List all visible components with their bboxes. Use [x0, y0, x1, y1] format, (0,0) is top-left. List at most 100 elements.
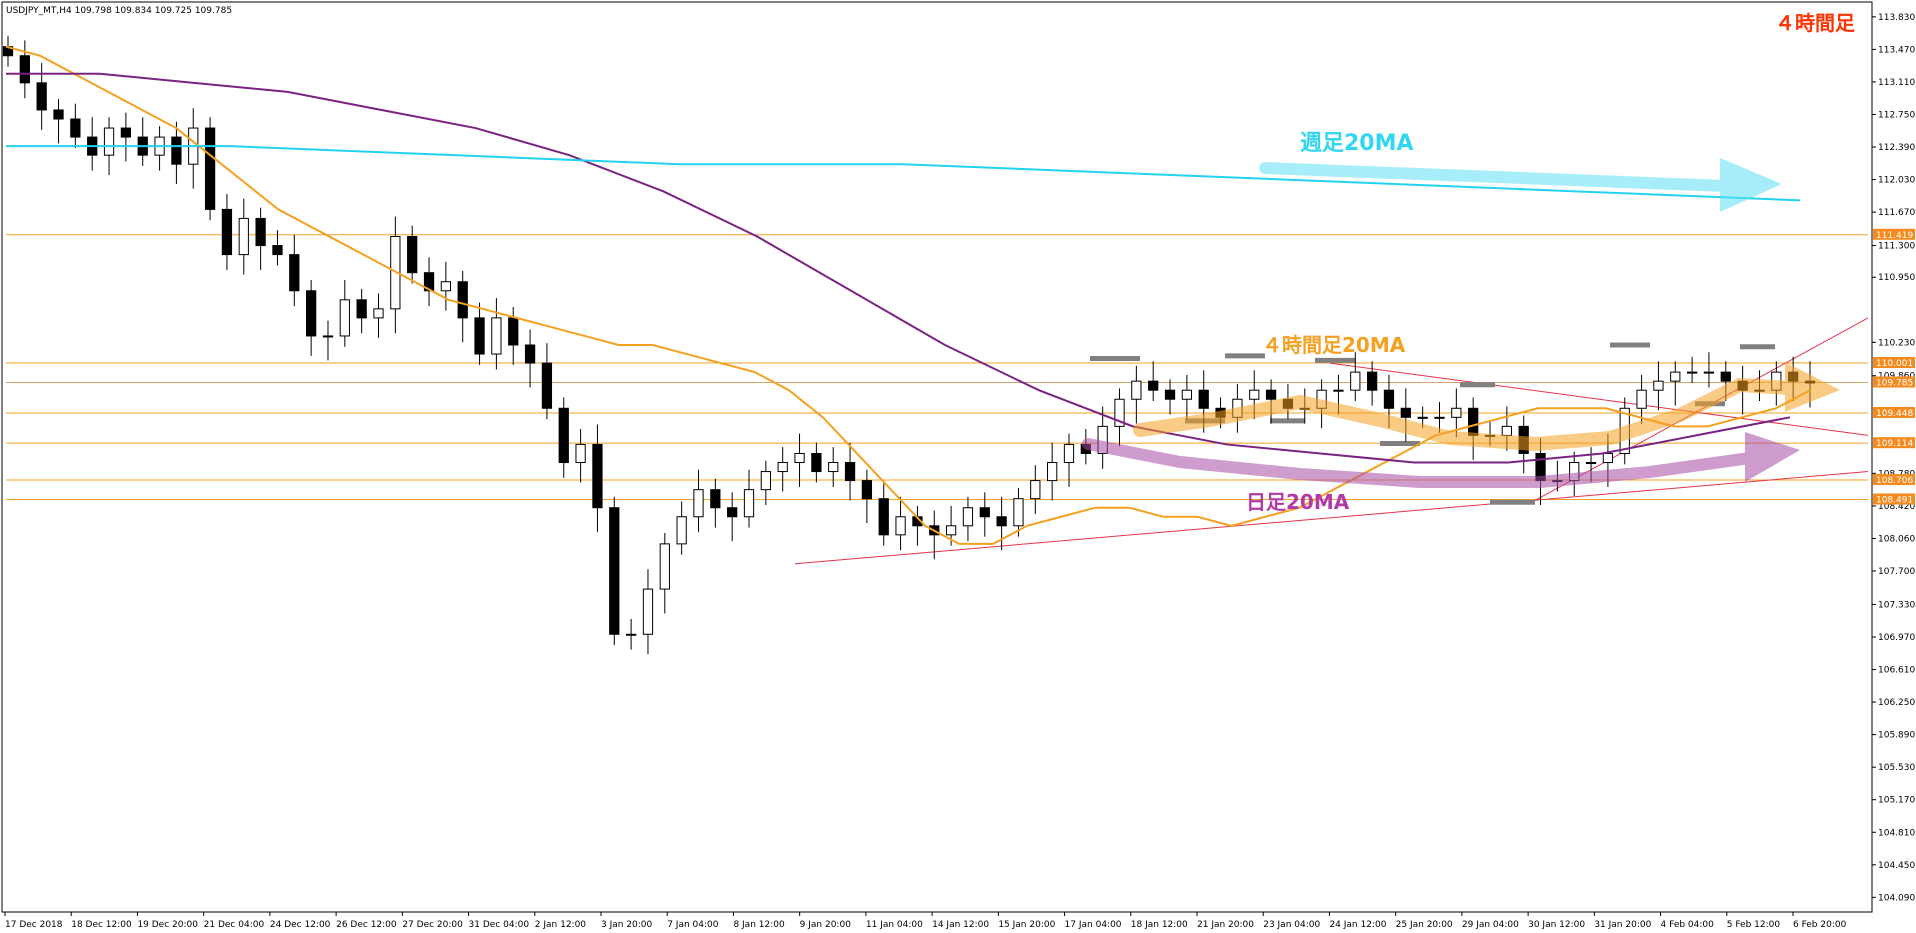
candle: [1670, 361, 1681, 406]
candle: [1131, 365, 1142, 424]
candle-body: [1047, 462, 1058, 482]
y-tick-label: 108.420: [1878, 502, 1915, 512]
y-tick-label: 110.950: [1878, 273, 1915, 283]
y-tick-label: 113.830: [1878, 13, 1915, 23]
x-tick-label: 11 Jan 04:00: [866, 920, 923, 930]
candle: [491, 297, 502, 370]
candle-body: [1417, 416, 1428, 419]
candle: [53, 99, 64, 144]
x-tick-label: 18 Dec 12:00: [71, 920, 132, 930]
candle-body: [289, 254, 300, 292]
y-tick-label: 107.700: [1878, 567, 1915, 577]
candle-body: [760, 471, 771, 491]
candle: [1703, 352, 1715, 388]
x-tick-label: 29 Jan 04:00: [1462, 920, 1519, 930]
candle-body: [457, 281, 468, 319]
candle: [306, 279, 317, 356]
y-tick-label: 105.530: [1878, 763, 1915, 773]
x-tick-label: 2 Jan 12:00: [535, 920, 587, 930]
candle: [1013, 487, 1024, 537]
candle-body: [1585, 462, 1597, 465]
moving-average-line: [6, 72, 1791, 464]
candle: [811, 442, 822, 483]
candle: [289, 234, 300, 307]
trend-arrow-shaft: [1133, 378, 1797, 451]
y-tick-label: 111.670: [1878, 208, 1915, 218]
y-tick-label: 111.300: [1878, 242, 1915, 252]
candle: [1047, 442, 1058, 501]
candle: [1686, 356, 1698, 383]
price-badge-label: 108.491: [1876, 495, 1913, 505]
candle: [828, 447, 839, 487]
trend-arrow-head: [1720, 158, 1782, 212]
price-badge-bg: [1873, 228, 1915, 240]
candle: [407, 225, 418, 284]
candle-body: [1434, 416, 1445, 419]
price-badge: 110.001: [1873, 356, 1915, 369]
candle: [777, 447, 788, 492]
candle-body: [221, 208, 233, 256]
trend-arrow-head: [1785, 362, 1840, 412]
candle-body: [558, 407, 569, 464]
candle: [356, 288, 367, 334]
candle: [1063, 433, 1075, 487]
candle-body: [306, 290, 317, 337]
candle-body: [474, 317, 485, 355]
candle-body: [53, 109, 64, 120]
price-badge: 109.785: [1873, 376, 1915, 389]
y-tick-label: 104.450: [1878, 861, 1915, 871]
candle-body: [508, 317, 519, 346]
price-badge: 108.491: [1873, 493, 1915, 505]
candle: [440, 261, 452, 311]
candle: [1636, 374, 1647, 424]
candle: [1164, 379, 1176, 415]
x-tick-label: 18 Jan 12:00: [1131, 920, 1188, 930]
candle-body: [491, 317, 502, 355]
y-tick-label: 107.330: [1878, 600, 1915, 610]
x-tick-label: 27 Dec 20:00: [402, 920, 463, 930]
candle: [474, 302, 485, 365]
y-tick-label: 105.890: [1878, 731, 1915, 741]
x-tick-label: 4 Feb 04:00: [1661, 920, 1715, 930]
candle-body: [777, 462, 788, 473]
candle: [592, 424, 603, 533]
candle-body: [1249, 389, 1260, 400]
candle-body: [575, 443, 586, 464]
candle-body: [120, 127, 132, 138]
candle: [727, 492, 738, 542]
candle: [70, 103, 81, 148]
candle-body: [1451, 407, 1462, 418]
moving-average-line: [6, 145, 1801, 202]
price-badge-label: 109.785: [1876, 379, 1913, 389]
candle-body: [727, 507, 738, 518]
candle-body: [204, 127, 216, 210]
candle-body: [1350, 371, 1361, 391]
candle-body: [423, 272, 435, 292]
candle: [760, 460, 771, 506]
candle: [979, 492, 990, 537]
candle-body: [440, 281, 452, 292]
price-badge-bg: [1873, 406, 1915, 418]
candle-body: [373, 308, 384, 319]
candle: [794, 433, 805, 487]
price-badge: 109.448: [1873, 406, 1915, 419]
y-tick-label: 112.390: [1878, 143, 1915, 153]
x-tick-label: 31 Dec 04:00: [469, 920, 530, 930]
candle-body: [1030, 480, 1041, 500]
candle: [558, 397, 569, 478]
candle-body: [945, 525, 957, 536]
candle-body: [1131, 380, 1142, 400]
x-tick-label: 31 Jan 20:00: [1594, 920, 1651, 930]
price-badge-bg: [1873, 493, 1915, 505]
candle-body: [407, 236, 418, 274]
candle: [1434, 401, 1445, 433]
x-tick-label: 21 Dec 04:00: [204, 920, 265, 930]
trend-arrow: [1259, 158, 1782, 212]
candle-body: [861, 480, 873, 500]
candle: [524, 329, 536, 388]
candle-body: [895, 516, 906, 536]
price-badge-label: 109.114: [1876, 439, 1913, 449]
price-badge-bg: [1873, 474, 1915, 486]
y-tick-label: 112.750: [1878, 110, 1915, 120]
